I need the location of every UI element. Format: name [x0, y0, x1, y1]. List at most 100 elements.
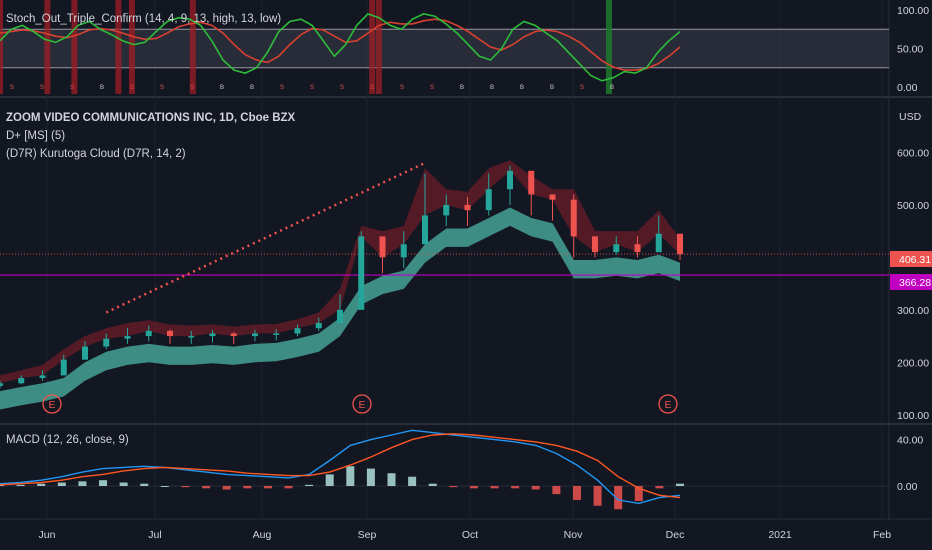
stoch-signal-bar-red	[128, 0, 135, 94]
stoch-signal-mark: S	[190, 85, 194, 91]
earnings-marker	[42, 394, 62, 414]
macd-hist-bar	[202, 486, 211, 489]
stoch-signal-bar-red	[71, 0, 78, 94]
stoch-signal-mark: S	[370, 85, 374, 91]
price-y-tick: 200.00	[897, 357, 929, 369]
macd-hist-bar	[78, 481, 87, 486]
candle-body	[570, 199, 577, 237]
hline-price-badge	[890, 274, 932, 290]
candle-body	[485, 189, 492, 211]
grid-lines	[46, 0, 883, 519]
stoch-y-tick: 50.00	[897, 44, 923, 56]
stoch-title[interactable]: Stoch_Out_Triple_Confirm (14, 4, 9, 13, …	[6, 13, 281, 25]
macd-hist-bar	[99, 480, 108, 486]
price-title[interactable]: ZOOM VIDEO COMMUNICATIONS INC, 1D, Cboe …	[6, 112, 296, 124]
stoch-signal-mark: S	[310, 85, 314, 91]
candle-body	[167, 330, 173, 337]
price-y-tick: 300.00	[897, 305, 929, 317]
candle-body	[677, 233, 683, 255]
candle-body	[528, 170, 535, 195]
macd-hist-bar	[263, 486, 272, 489]
last-price-badge	[890, 251, 932, 267]
x-tick-label: Jun	[39, 529, 56, 541]
candle-body	[592, 236, 598, 253]
stoch-signal-mark: S	[10, 85, 14, 91]
stoch-signal-mark: B	[490, 85, 494, 91]
stoch-k-line	[0, 12, 681, 82]
macd-line	[0, 429, 681, 505]
candle-body	[145, 330, 152, 337]
candle-body	[124, 336, 131, 339]
stoch-signal-mark: B	[250, 85, 254, 91]
earnings-marker	[658, 394, 678, 414]
stoch-signal-mark: B	[520, 85, 524, 91]
macd-hist-bar	[346, 466, 355, 486]
macd-hist-bar	[593, 486, 602, 506]
earnings-marker	[352, 394, 372, 414]
candle-body	[358, 236, 365, 310]
stoch-signal-bar-red	[44, 0, 51, 94]
macd-hist-bar	[655, 486, 664, 489]
stoch-y-tick: 0.00	[897, 82, 918, 94]
x-tick-label: Sep	[358, 529, 377, 541]
macd-signal-line	[0, 433, 681, 499]
macd-hist-bar	[366, 468, 375, 486]
macd-hist-bar	[243, 486, 252, 489]
indicator-dplus-label[interactable]: D+ [MS] (5)	[6, 130, 65, 142]
stoch-signal-mark: S	[160, 85, 164, 91]
stoch-signal-mark: S	[40, 85, 44, 91]
macd-hist-bar	[469, 486, 478, 489]
macd-hist-bar	[37, 483, 46, 486]
stoch-d-line	[0, 18, 681, 71]
x-tick-label: Dec	[666, 529, 685, 541]
stoch-y-tick: 100.00	[897, 5, 929, 17]
macd-hist-bar	[634, 486, 643, 502]
candle-body	[39, 375, 46, 379]
macd-hist-bar	[284, 486, 293, 489]
macd-hist-bar	[449, 486, 458, 488]
macd-hist-bar	[408, 476, 417, 486]
stoch-signal-mark: S	[430, 85, 434, 91]
candle-body	[82, 346, 88, 360]
kurutoga-cloud-upper	[0, 160, 680, 384]
price-y-tick: 500.00	[897, 200, 929, 212]
candle-body	[230, 333, 237, 337]
stoch-signal-bar-red	[369, 0, 376, 94]
x-tick-label: Jul	[148, 529, 161, 541]
earnings-marker-label: E	[358, 399, 365, 411]
candle-body	[315, 322, 322, 329]
stoch-signal-mark: B	[100, 85, 104, 91]
x-tick-label: Nov	[564, 529, 583, 541]
stoch-signal-bar-red	[0, 0, 3, 94]
macd-hist-bar	[160, 486, 169, 487]
last-price-label: 406.31	[899, 254, 931, 266]
macd-hist-bar	[614, 486, 623, 510]
price-y-tick: 600.00	[897, 147, 929, 159]
axes: Jun Jul Aug Sep Oct Nov Dec 2021 Feb 100.00 50.00 0…	[39, 5, 930, 541]
macd-title[interactable]: MACD (12, 26, close, 9)	[6, 434, 129, 446]
candle-body	[422, 215, 428, 245]
stoch-signal-mark: S	[70, 85, 74, 91]
x-tick-label: 2021	[768, 529, 792, 541]
candle-body	[103, 338, 110, 347]
indicator-kurutoga-label[interactable]: (D7R) Kurutoga Cloud (D7R, 14, 2)	[6, 148, 186, 160]
macd-hist-bar	[325, 474, 334, 486]
candle-body	[252, 333, 258, 337]
candle-body	[634, 244, 641, 253]
macd-y-tick: 0.00	[897, 481, 918, 493]
macd-hist-bar	[531, 486, 540, 490]
macd-panel	[0, 429, 889, 510]
candle-body	[443, 204, 450, 216]
stoch-signal-bar-green	[605, 0, 612, 94]
macd-hist-bar	[305, 484, 314, 486]
stoch-signal-mark: S	[580, 85, 584, 91]
earnings-marker-label: E	[664, 399, 671, 411]
macd-hist-bar	[57, 482, 66, 486]
candle-body	[379, 236, 386, 258]
macd-y-tick: 40.00	[897, 435, 923, 447]
macd-hist-bar	[572, 486, 581, 500]
macd-hist-bar	[16, 484, 25, 486]
macd-hist-bar	[119, 482, 128, 486]
